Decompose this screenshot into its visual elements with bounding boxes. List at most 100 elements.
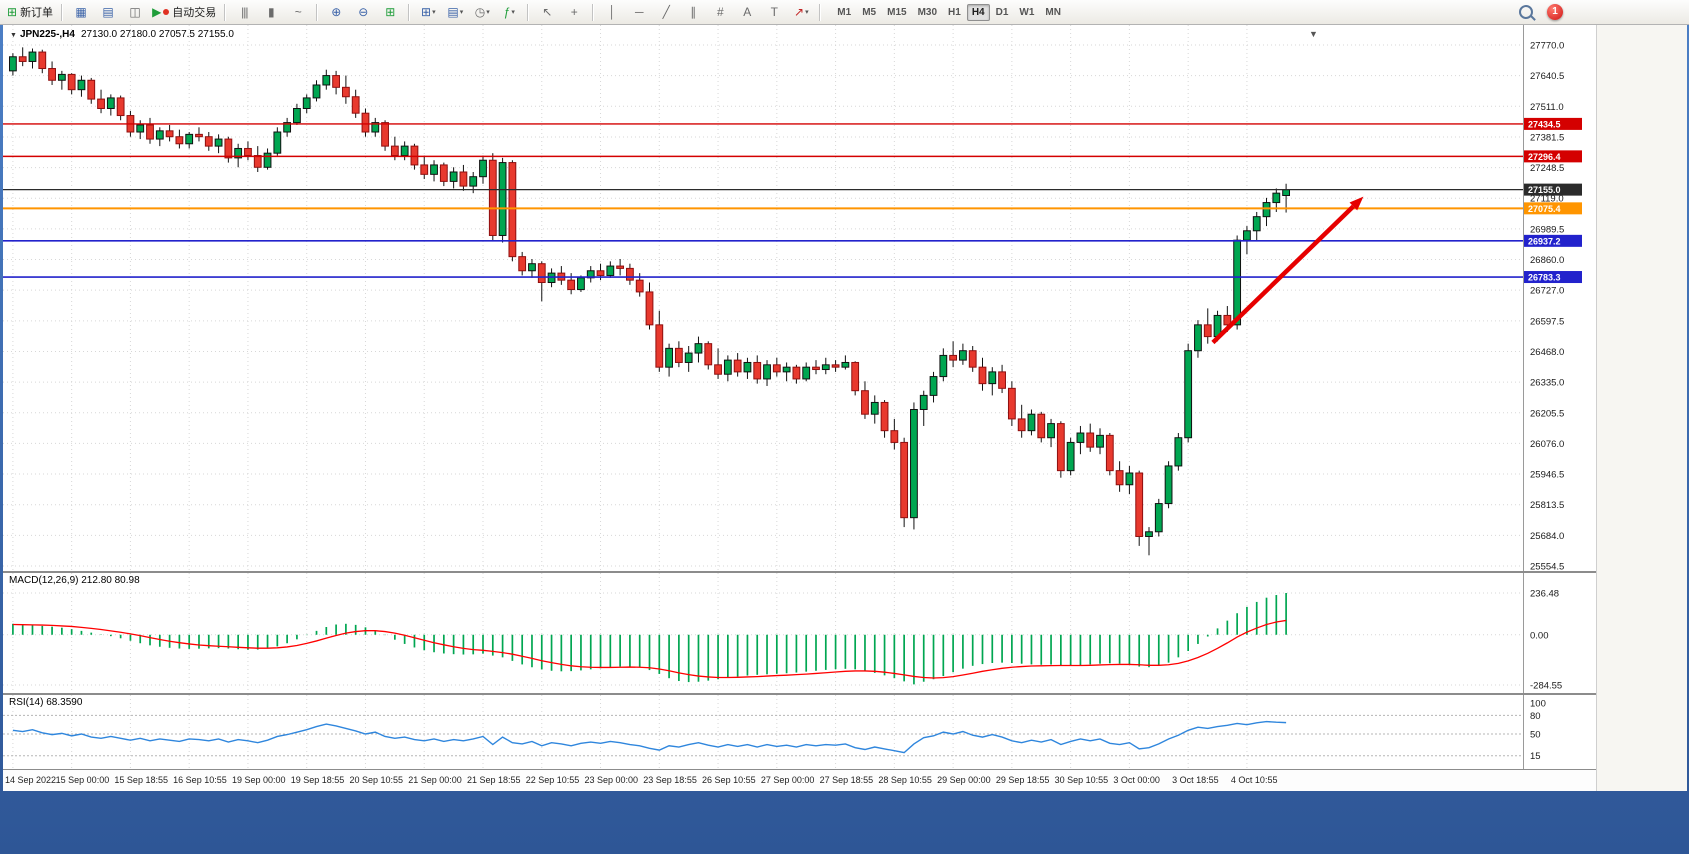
new-order-button[interactable]: ⊞ 新订单: [4, 1, 56, 23]
navigator-icon: ▤: [102, 5, 114, 19]
rsi-panel[interactable]: 100 80 50 15: [3, 693, 1596, 769]
candles-chart-icon: ▮: [267, 5, 275, 19]
trendline-button[interactable]: ╱: [653, 1, 679, 23]
time-axis-label: 28 Sep 10:55: [878, 775, 932, 785]
macd-panel[interactable]: 236.48 0.00 -284.55: [3, 571, 1596, 693]
svg-text:25554.5: 25554.5: [1530, 562, 1564, 572]
tile-windows-button[interactable]: ⊞: [377, 1, 403, 23]
tf-button-d1[interactable]: D1: [995, 6, 1009, 18]
period-button[interactable]: ◷ ▾: [469, 1, 495, 23]
channel-icon: ∥: [690, 5, 697, 19]
time-axis-label: 4 Oct 10:55: [1230, 775, 1278, 785]
dropdown-icon: ▾: [432, 9, 436, 16]
right-filler-panel: [1596, 25, 1687, 791]
search-icon: [1519, 5, 1533, 19]
candles-chart-button[interactable]: ▮: [258, 1, 284, 23]
dropdown-icon: ▾: [805, 9, 809, 16]
toolbar-separator: [527, 3, 530, 21]
time-axis-label: 22 Sep 10:55: [525, 775, 580, 785]
crosshair-button[interactable]: +: [561, 1, 587, 23]
tf-button-m5[interactable]: M5: [862, 6, 877, 18]
main-chart-canvas[interactable]: 27770.0 27640.5 27511.0 27381.5 27248.5 27119…: [3, 25, 1596, 571]
svg-text:26989.5: 26989.5: [1530, 224, 1564, 235]
time-axis-label: 3 Oct 00:00: [1113, 775, 1160, 785]
text-button[interactable]: A: [734, 1, 760, 23]
terminal-button[interactable]: ◫: [122, 1, 148, 23]
svg-text:25813.5: 25813.5: [1530, 500, 1564, 511]
indicators-button[interactable]: ƒ ▾: [496, 1, 522, 23]
svg-text:27381.5: 27381.5: [1530, 132, 1564, 143]
arrows-button[interactable]: ↗ ▾: [788, 1, 814, 23]
bars-chart-icon: |||: [241, 5, 248, 19]
auto-trading-button[interactable]: ▶ 自动交易: [149, 1, 219, 23]
macd-signal-line: [12, 619, 1287, 679]
notification-badge[interactable]: 1: [1547, 4, 1563, 20]
svg-text:27119.0: 27119.0: [1530, 194, 1564, 205]
toolbar-separator: [224, 3, 227, 21]
text-icon: A: [743, 5, 752, 19]
tf-button-m15[interactable]: M15: [887, 6, 907, 18]
rsi-label: RSI(14) 68.3590: [9, 697, 83, 708]
auto-trading-status-icon: [163, 9, 170, 15]
svg-text:▼: ▼: [1309, 29, 1318, 39]
profiles-button[interactable]: ▤ ▾: [442, 1, 468, 23]
tf-button-w1[interactable]: W1: [1019, 6, 1035, 18]
toolbar-separator: [408, 3, 411, 21]
svg-text:27434.5: 27434.5: [1528, 119, 1561, 129]
bars-chart-button[interactable]: |||: [231, 1, 257, 23]
candles-layer: [8, 47, 1291, 556]
zoom-in-button[interactable]: ⊕: [323, 1, 349, 23]
market-watch-button[interactable]: ▦: [68, 1, 94, 23]
svg-text:27075.4: 27075.4: [1528, 204, 1561, 214]
line-chart-icon: ~: [294, 5, 302, 19]
time-axis-label: 21 Sep 00:00: [408, 775, 462, 785]
search-button[interactable]: [1513, 1, 1539, 23]
line-chart-button[interactable]: ~: [285, 1, 311, 23]
profiles-icon: ▤: [447, 5, 459, 19]
trendline-icon: ╱: [662, 5, 670, 19]
fibonacci-button[interactable]: #: [707, 1, 733, 23]
new-order-icon: ⊞: [7, 5, 18, 19]
vertical-line-button[interactable]: │: [599, 1, 625, 23]
svg-text:26468.0: 26468.0: [1530, 347, 1564, 358]
auto-trading-play-icon: ▶: [152, 5, 162, 19]
new-chart-button[interactable]: ⊞ ▾: [415, 1, 441, 23]
navigator-button[interactable]: ▤: [95, 1, 121, 23]
price-lines-layer: 27434.5 27296.4 27155.0 27075.4 26937.2 26783…: [3, 117, 1582, 284]
time-axis-label: 29 Sep 18:55: [995, 775, 1050, 785]
text-label-icon: T: [770, 5, 778, 19]
svg-text:236.48: 236.48: [1530, 589, 1559, 600]
time-axis-label: 16 Sep 10:55: [173, 775, 227, 785]
tf-button-h4[interactable]: H4: [966, 3, 990, 21]
svg-text:26205.5: 26205.5: [1530, 408, 1564, 419]
toolbar-separator: [316, 3, 319, 21]
market-watch-icon: ▦: [75, 5, 87, 19]
tf-button-h1[interactable]: H1: [948, 6, 961, 18]
tf-button-m30[interactable]: M30: [917, 6, 938, 18]
time-axis-label: 15 Sep 18:55: [114, 775, 168, 785]
zoom-out-button[interactable]: ⊖: [350, 1, 376, 23]
time-axis-label: 23 Sep 00:00: [584, 775, 639, 785]
dropdown-icon: ▾: [486, 9, 490, 16]
chart-window[interactable]: 27770.0 27640.5 27511.0 27381.5 27248.5 27119…: [3, 25, 1596, 769]
fibonacci-icon: #: [716, 5, 724, 19]
svg-text:27155.0: 27155.0: [1528, 185, 1561, 195]
time-axis-label: 19 Sep 00:00: [231, 775, 286, 785]
horizontal-line-button[interactable]: ─: [626, 1, 652, 23]
time-axis-label: 26 Sep 10:55: [702, 775, 756, 785]
toolbar-right-cluster: 1: [1513, 1, 1563, 23]
cursor-button[interactable]: ↖: [534, 1, 560, 23]
cursor-icon: ↖: [542, 5, 553, 19]
tf-button-m1[interactable]: M1: [837, 6, 852, 18]
text-label-button[interactable]: T: [761, 1, 787, 23]
terminal-icon: ◫: [129, 5, 141, 19]
arrows-icon: ↗: [794, 5, 805, 19]
time-axis-label: 27 Sep 00:00: [760, 775, 815, 785]
tf-button-mn[interactable]: MN: [1045, 6, 1061, 18]
time-axis[interactable]: 14 Sep 2022 15 Sep 00:00 15 Sep 18:55 16 Se…: [3, 769, 1596, 791]
macd-canvas[interactable]: 236.48 0.00 -284.55: [3, 573, 1596, 693]
channel-button[interactable]: ∥: [680, 1, 706, 23]
vertical-line-icon: │: [608, 5, 617, 19]
